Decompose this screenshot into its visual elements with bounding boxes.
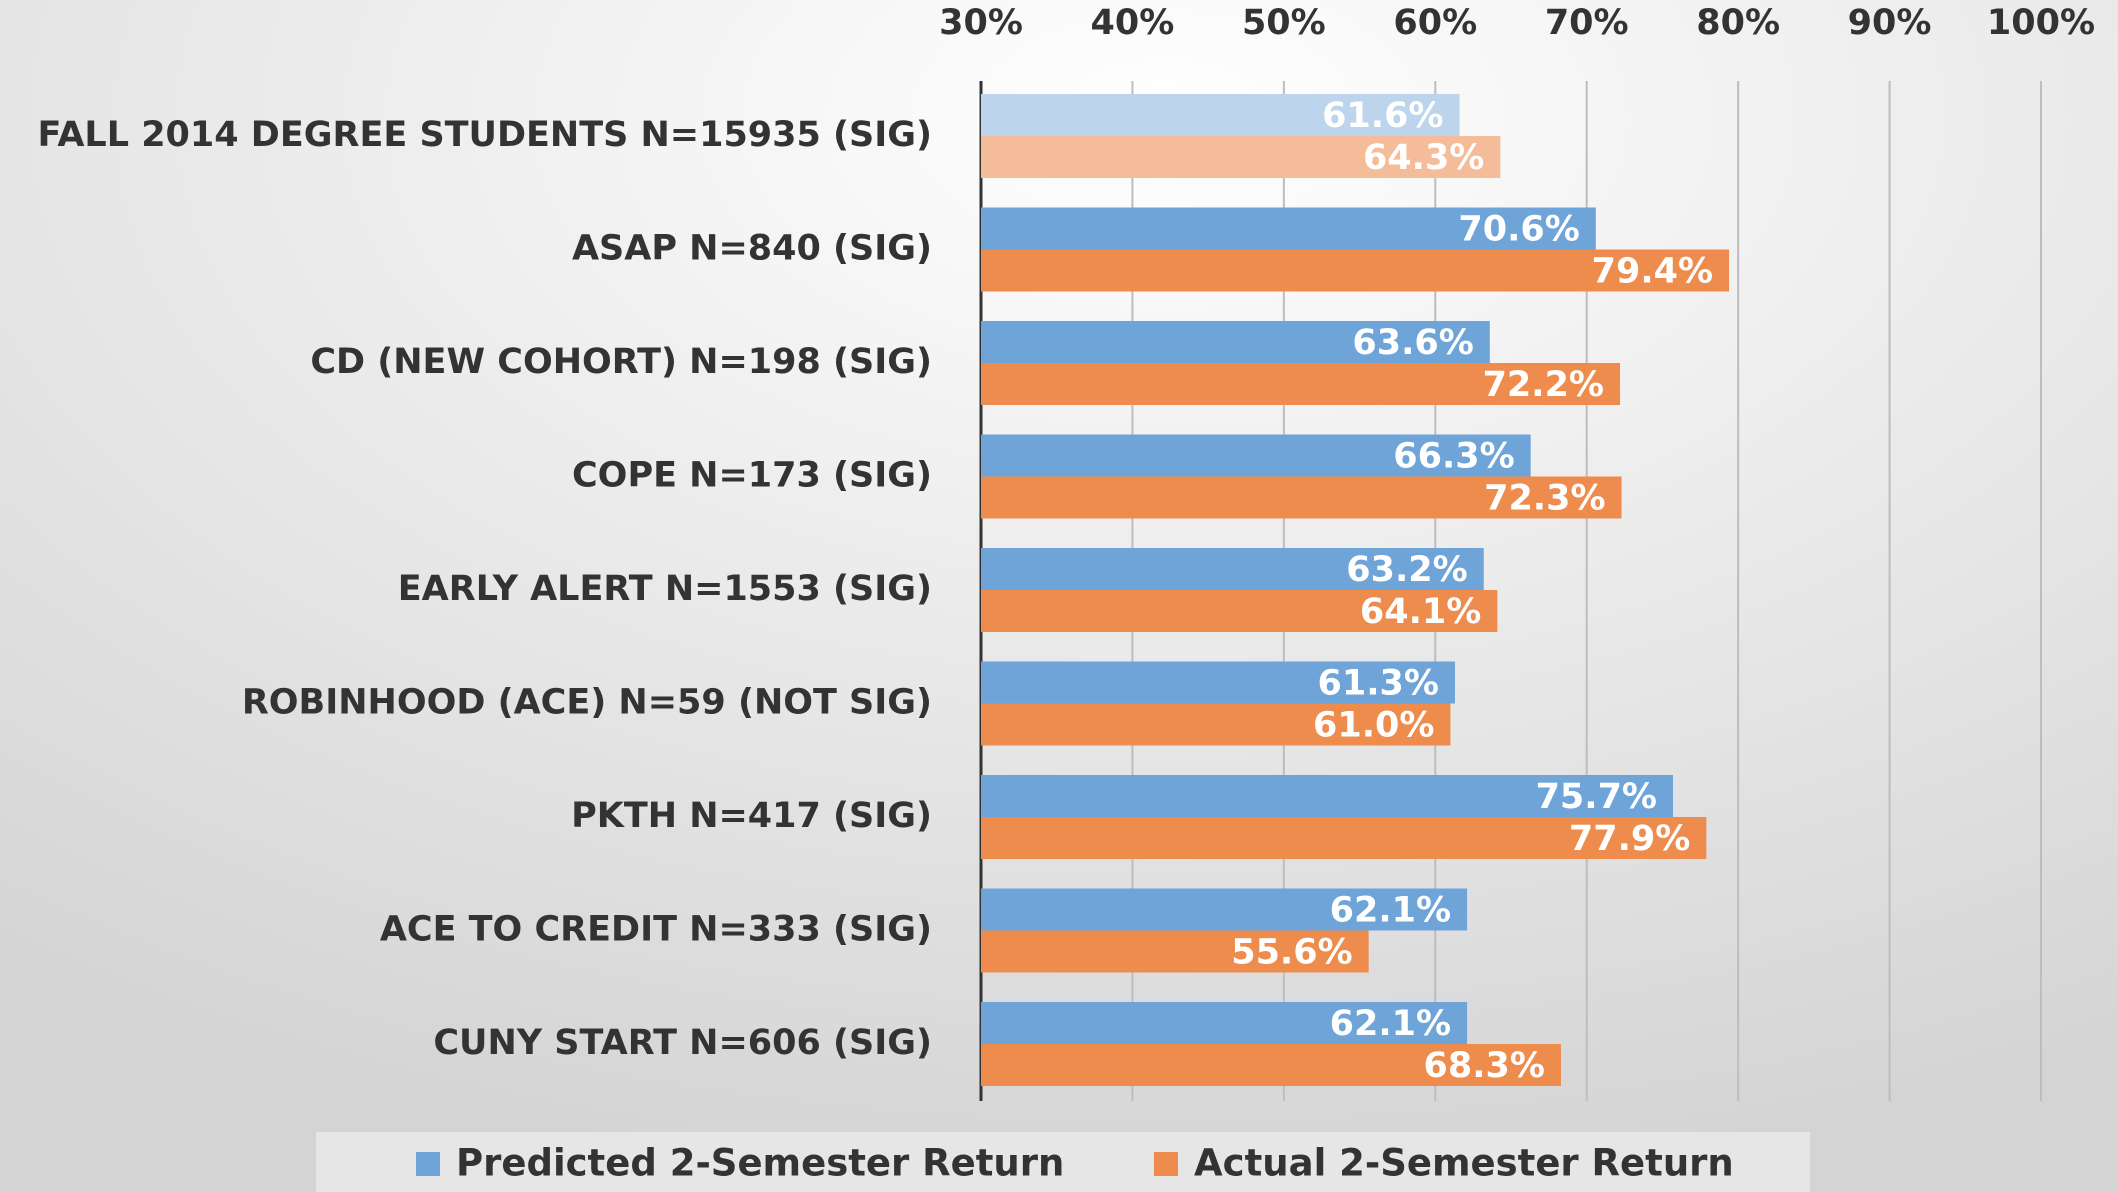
bar xyxy=(981,476,1622,519)
legend-swatch xyxy=(1154,1152,1178,1176)
data-label: 72.2% xyxy=(1483,365,1604,405)
bar xyxy=(981,94,1460,136)
legend-swatch xyxy=(416,1152,440,1176)
x-tick-label: 90% xyxy=(1848,3,1932,43)
bar xyxy=(981,1002,1468,1044)
category-label: ROBINHOOD (ACE) N=59 (NOT SIG) xyxy=(242,683,932,723)
category-label: PKTH N=417 (SIG) xyxy=(571,796,932,836)
data-label: 64.3% xyxy=(1363,138,1484,178)
data-label: 62.1% xyxy=(1330,891,1451,931)
bar xyxy=(981,363,1621,405)
category-label: CUNY START N=606 (SIG) xyxy=(433,1023,932,1063)
x-tick-label: 30% xyxy=(939,3,1023,43)
data-label: 70.6% xyxy=(1458,210,1579,250)
data-label: 63.6% xyxy=(1352,323,1473,363)
bar xyxy=(981,249,1730,292)
category-label: CD (NEW COHORT) N=198 (SIG) xyxy=(310,342,932,382)
data-label: 72.3% xyxy=(1484,479,1605,519)
x-tick-label: 80% xyxy=(1696,3,1780,43)
legend-box xyxy=(316,1132,1810,1192)
category-label: EARLY ALERT N=1553 (SIG) xyxy=(398,569,932,609)
bar xyxy=(981,703,1451,746)
bar xyxy=(981,434,1531,477)
bar xyxy=(981,321,1490,363)
x-tick-label: 60% xyxy=(1393,3,1477,43)
bar xyxy=(981,888,1468,931)
bar xyxy=(981,207,1596,250)
category-label: ASAP N=840 (SIG) xyxy=(572,229,932,269)
data-label: 62.1% xyxy=(1330,1004,1451,1044)
data-label: 55.6% xyxy=(1231,933,1352,973)
data-label: 77.9% xyxy=(1569,819,1690,859)
data-label: 63.2% xyxy=(1346,550,1467,590)
data-label: 61.0% xyxy=(1313,706,1434,746)
data-label: 75.7% xyxy=(1536,777,1657,817)
bar xyxy=(981,136,1501,178)
category-label: FALL 2014 DEGREE STUDENTS N=15935 (SIG) xyxy=(37,115,932,155)
bar xyxy=(981,661,1455,704)
x-tick-label: 100% xyxy=(1987,3,2095,43)
data-label: 79.4% xyxy=(1592,252,1713,292)
bar xyxy=(981,775,1674,817)
legend-label: Predicted 2-Semester Return xyxy=(456,1142,1064,1185)
bar xyxy=(981,1044,1561,1086)
x-tick-label: 50% xyxy=(1242,3,1326,43)
data-label: 68.3% xyxy=(1424,1046,1545,1086)
bar xyxy=(981,817,1707,859)
bar xyxy=(981,590,1498,632)
bar xyxy=(981,930,1369,973)
data-label: 61.3% xyxy=(1318,664,1439,704)
x-tick-label: 40% xyxy=(1091,3,1175,43)
category-label: COPE N=173 (SIG) xyxy=(572,456,932,496)
x-tick-label: 70% xyxy=(1545,3,1629,43)
data-label: 64.1% xyxy=(1360,592,1481,632)
category-label: ACE TO CREDIT N=333 (SIG) xyxy=(380,910,932,950)
legend-label: Actual 2-Semester Return xyxy=(1194,1142,1734,1185)
data-label: 66.3% xyxy=(1393,437,1514,477)
data-label: 61.6% xyxy=(1322,96,1443,136)
bar xyxy=(981,548,1484,590)
